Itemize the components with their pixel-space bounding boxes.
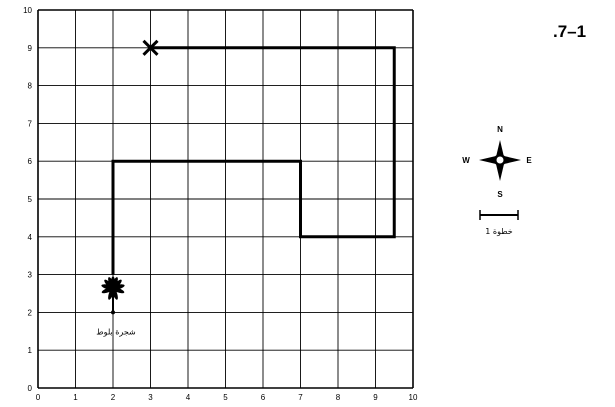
x-tick-label: 5	[223, 393, 228, 402]
x-tick-label: 9	[373, 393, 378, 402]
y-tick-label: 0	[28, 384, 33, 393]
y-tick-label: 9	[28, 44, 33, 53]
x-tick-label: 10	[409, 393, 418, 402]
scale-label: خطوة 1	[485, 227, 513, 236]
y-tick-label: 6	[28, 157, 33, 166]
scale-bar	[479, 210, 519, 220]
route-path	[111, 46, 396, 275]
tree-label: شجرة بلوط	[96, 327, 136, 336]
y-tick-label: 1	[28, 346, 33, 355]
y-tick-label: 7	[28, 119, 33, 128]
x-axis-ticks: 0 1 2 3 4 5 6 7 8 9 10	[36, 393, 418, 402]
compass-west: W	[462, 156, 470, 165]
y-tick-label: 3	[28, 271, 33, 280]
compass-north: N	[497, 125, 503, 134]
x-tick-label: 7	[298, 393, 303, 402]
x-tick-label: 6	[261, 393, 266, 402]
compass-icon	[479, 140, 521, 181]
coordinate-grid	[37, 9, 414, 389]
x-tick-label: 1	[73, 393, 78, 402]
y-tick-label: 5	[28, 195, 33, 204]
compass-rose: N S W E	[462, 125, 532, 199]
y-tick-label: 4	[28, 233, 33, 242]
y-tick-label: 2	[28, 308, 33, 317]
x-mark-icon	[142, 39, 159, 56]
x-tick-label: 0	[36, 393, 41, 402]
x-tick-label: 3	[148, 393, 153, 402]
y-tick-label: 8	[28, 82, 33, 91]
x-tick-label: 2	[111, 393, 116, 402]
y-axis-ticks: 0 1 2 3 4 5 6 7 8 9 10	[23, 6, 32, 393]
problem-number: .7–1	[553, 22, 586, 41]
tree-crown	[109, 284, 117, 292]
x-tick-label: 4	[186, 393, 191, 402]
compass-east: E	[526, 156, 532, 165]
compass-south: S	[497, 190, 503, 199]
y-tick-label: 10	[23, 6, 32, 15]
oak-tree-icon	[101, 276, 125, 315]
x-tick-label: 8	[336, 393, 341, 402]
